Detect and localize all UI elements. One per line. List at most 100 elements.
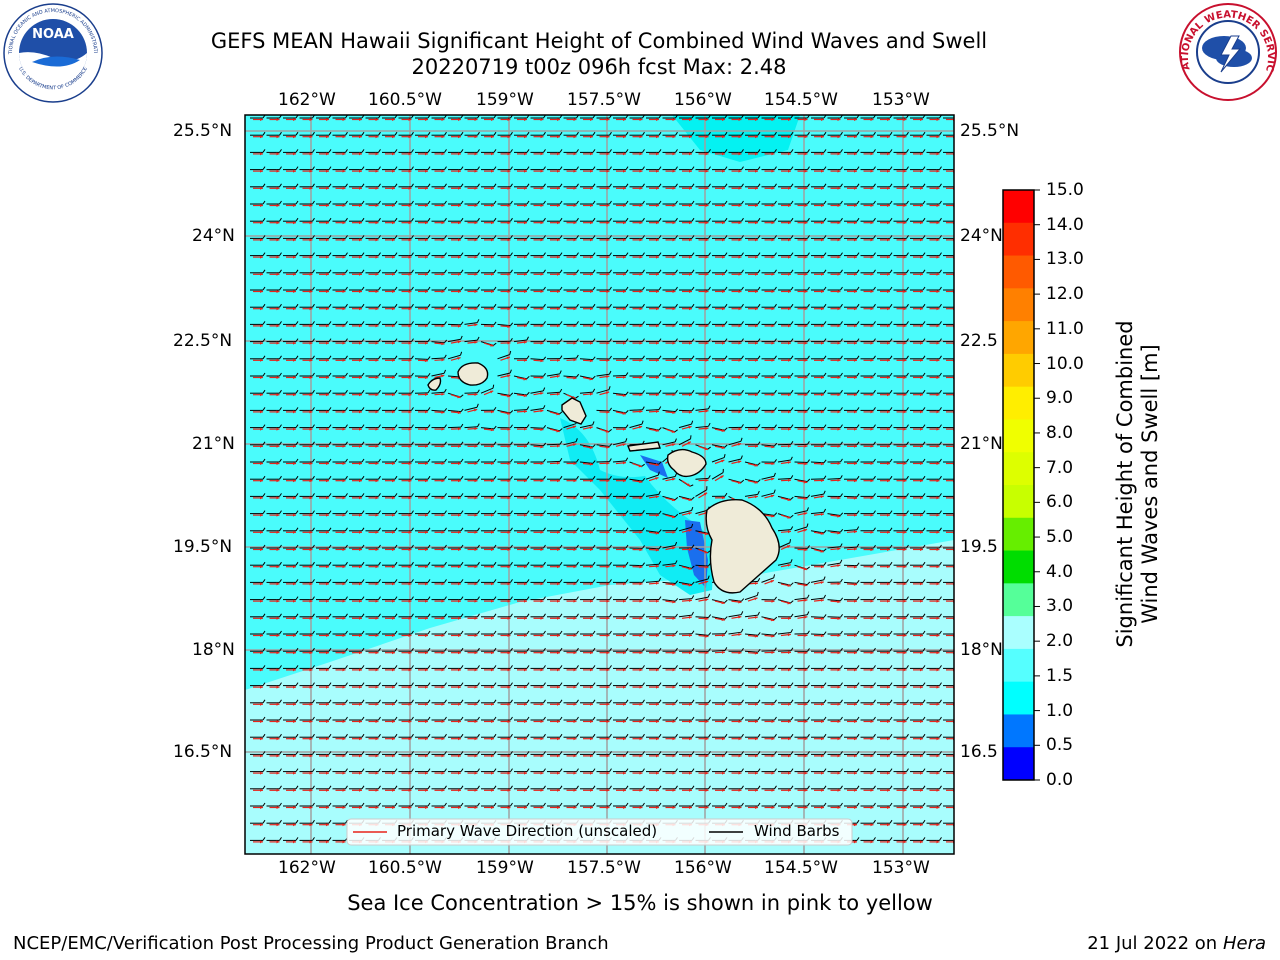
wind-barb-feather (625, 785, 629, 790)
wind-barb-feather (922, 819, 926, 824)
wave-arrow-head (738, 324, 742, 328)
wave-arrow-head (590, 118, 593, 121)
wind-barb (695, 578, 709, 583)
wind-barb-feather (493, 235, 497, 239)
wind-barb-feather (427, 389, 431, 394)
wind-barb-feather (262, 252, 266, 256)
wind-barb-feather (543, 561, 546, 566)
wind-barb-feather (592, 200, 596, 205)
wind-barb-feather (609, 355, 612, 360)
wind-barb-feather (856, 562, 860, 566)
wind-barb-feather (378, 269, 381, 274)
wind-barb (645, 474, 659, 480)
wind-barb-feather (493, 458, 497, 463)
wind-barb-feather (345, 544, 348, 549)
wind-barb-feather (956, 648, 958, 651)
wave-arrow-head (293, 272, 296, 276)
wind-barb-feather (427, 166, 431, 170)
wind-barb-feather (576, 252, 579, 256)
wind-barb-feather (328, 630, 332, 635)
wave-arrow-head (457, 340, 461, 344)
wind-barb-feather (312, 699, 315, 704)
wind-barb-feather (295, 424, 299, 428)
wind-barb-feather (806, 523, 809, 528)
wind-barb-feather (262, 716, 266, 721)
wave-arrow-head (606, 152, 610, 156)
wind-barb (827, 530, 841, 533)
wind-barb-feather (642, 338, 645, 342)
wind-barb (744, 614, 758, 618)
wave-arrow-head (507, 118, 511, 121)
wave-arrow-head (788, 290, 791, 293)
wind-barb-feather (774, 785, 777, 790)
wind-barb-feather (262, 149, 266, 153)
wind-barb-feather (807, 545, 810, 549)
wind-barb-feather (345, 303, 348, 308)
wind-barb-feather (889, 802, 893, 807)
wind-barb-feather (642, 630, 645, 635)
wind-barb-feather (576, 286, 579, 291)
wind-barb-feather (510, 303, 513, 308)
wind-barb-feather (922, 544, 926, 549)
wave-arrow-head (293, 204, 296, 207)
wave-arrow-head (788, 324, 791, 328)
wind-barb-feather (906, 768, 909, 772)
wind-barb-feather (790, 514, 794, 518)
wave-arrow-head (573, 152, 577, 156)
wind-barb-feather (592, 303, 596, 308)
wave-arrow-head (887, 290, 890, 293)
wave-arrow-head (672, 135, 676, 139)
wind-barb-feather (823, 475, 827, 480)
wave-arrow-head (556, 358, 560, 362)
wave-arrow-head (309, 341, 313, 345)
wave-arrow-head (771, 324, 775, 328)
wave-arrow-head (870, 186, 874, 190)
wave-arrow-head (375, 135, 379, 139)
wind-barb-feather (295, 579, 299, 583)
wave-arrow-head (375, 221, 379, 225)
wind-barb-feather (295, 475, 299, 480)
wind-barb-feather (361, 321, 365, 325)
wind-barb-feather (262, 647, 266, 652)
wind-barb-feather (840, 630, 843, 635)
wave-arrow-head (837, 169, 841, 173)
wind-barb-feather (510, 579, 513, 583)
wind-barb-feather (328, 716, 332, 721)
wind-barb-feather (856, 252, 860, 256)
wind-barb-feather (295, 510, 299, 514)
wind-barb-feather (939, 441, 942, 446)
wind-barb-feather (922, 837, 926, 841)
wave-arrow-head (821, 186, 824, 190)
wind-barb-feather (625, 613, 629, 618)
wind-barb-feather (361, 166, 365, 170)
wind-barb-feather (526, 493, 530, 497)
wind-barb-feather (477, 458, 480, 463)
wind-barb-feather (279, 630, 282, 635)
wind-barb-feather (757, 372, 761, 377)
wave-arrow-head (309, 376, 313, 379)
wave-arrow-head (821, 324, 824, 328)
wind-barb-feather (823, 372, 827, 377)
wind-barb-feather (774, 407, 777, 411)
wind-barb-feather (394, 768, 398, 772)
wave-arrow-head (689, 341, 692, 345)
wind-barb-feather (295, 751, 299, 755)
wave-arrow-head (260, 290, 263, 293)
wind-barb-feather (460, 235, 464, 239)
wave-arrow-head (854, 204, 857, 207)
wind-barb-feather (724, 303, 728, 308)
wave-arrow-head (507, 290, 511, 293)
wind-barb-feather (642, 372, 645, 377)
wave-arrow-head (326, 255, 329, 259)
wind-barb (530, 358, 544, 361)
wave-arrow-head (342, 238, 346, 242)
wind-barb-feather (526, 131, 530, 136)
wind-barb-feather (262, 493, 266, 497)
wind-barb-feather (609, 269, 612, 274)
wind-barb-feather (559, 355, 563, 359)
wind-barb-feather (873, 475, 876, 480)
wind-barb-feather (856, 166, 860, 170)
wind-barb-feather (477, 131, 480, 136)
wind-barb-feather (823, 716, 827, 721)
wind-barb-feather (526, 510, 530, 514)
